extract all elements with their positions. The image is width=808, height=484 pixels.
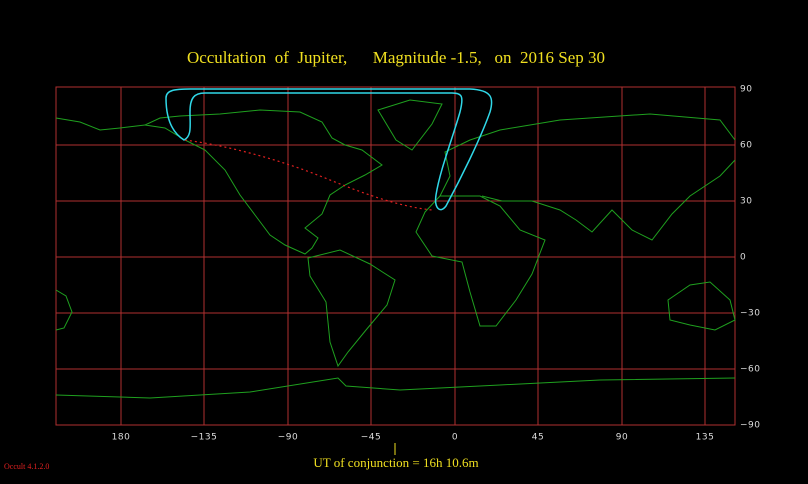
longitude-label: 45 [532, 433, 544, 443]
software-version: Occult 4.1.2.0 [4, 462, 49, 471]
map-frame [55, 86, 736, 426]
australia [667, 281, 736, 331]
map-title: Occultation of Jupiter, Magnitude -1.5, … [187, 48, 605, 67]
central-line [184, 139, 433, 211]
longitude-label: 0 [452, 433, 458, 443]
north-asia-west-edge [55, 117, 146, 131]
longitude-label: −45 [361, 433, 382, 443]
africa [415, 195, 546, 327]
coastlines [55, 99, 736, 399]
south-america [307, 249, 396, 368]
longitude-label: 180 [112, 433, 131, 443]
longitude-label: 90 [616, 433, 628, 443]
greenland [377, 99, 443, 151]
map-grid [55, 86, 736, 426]
latitude-label: 0 [740, 253, 746, 263]
longitude-label: −90 [278, 433, 299, 443]
conjunction-time: UT of conjunction = 16h 10.6m [313, 455, 478, 470]
longitude-label: 135 [696, 433, 715, 443]
latitude-label: 90 [740, 85, 752, 95]
australia-west-edge [55, 289, 73, 331]
occultation-path [165, 88, 493, 211]
latitude-label: −30 [740, 309, 761, 319]
antarctica [55, 377, 736, 399]
latitude-label: 30 [740, 197, 752, 207]
latitude-label: −90 [740, 421, 761, 431]
longitude-label: −135 [191, 433, 218, 443]
latitude-label: −60 [740, 365, 761, 375]
north-america [143, 109, 383, 255]
latitude-label: 60 [740, 141, 752, 151]
eurasia [439, 113, 736, 241]
